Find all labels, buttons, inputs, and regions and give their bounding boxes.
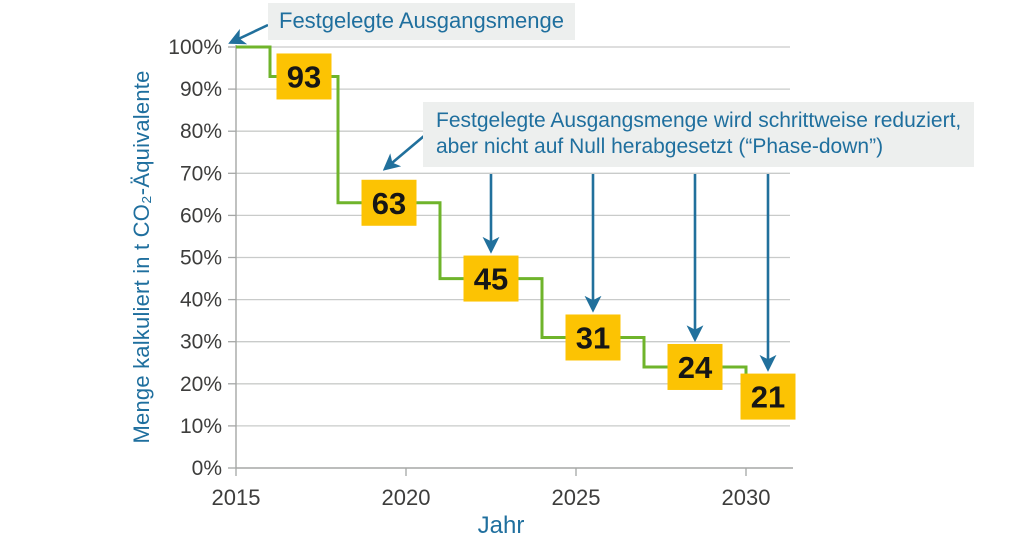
axes: 2015 2020 2025 2030 [212,45,793,510]
value-box-45 [463,255,519,302]
arrow-to-start [228,23,269,45]
value-label-24: 24 [678,350,713,385]
value-label-31: 31 [576,320,610,355]
y-tick-label-60%: 60% [180,204,222,227]
annotation-phase-down-line2: aber nicht auf Null herabgesetzt (“Phase… [436,135,884,158]
y-tick-label-20%: 20% [180,373,222,396]
y-tick-label-40%: 40% [180,289,222,312]
value-box-63 [361,179,417,226]
y-axis-title: Menge kalkuliert in t CO₂-Äquivalente [129,70,154,444]
annotation-initial-quantity: Festgelegte Ausgangsmenge [268,3,575,40]
value-label-21: 21 [751,380,785,415]
y-tick-label-30%: 30% [180,331,222,354]
value-label-45: 45 [474,262,508,297]
y-tick-label-100%: 100% [168,36,222,59]
annotation-phase-down: Festgelegte Ausgangsmenge wird schrittwe… [423,102,975,167]
value-box-31 [565,314,621,361]
y-tick-label-80%: 80% [180,120,222,143]
value-label-63: 63 [372,186,406,221]
value-box-24 [667,343,723,390]
annotation-phase-down-line1: Festgelegte Ausgangsmenge wird schrittwe… [436,109,962,132]
value-box-21 [740,373,796,420]
y-tick-label-0%: 0% [192,457,222,480]
x-axis-title: Jahr [477,512,525,539]
arrow-to-63 [382,135,425,171]
x-tick-label-2030: 2030 [722,485,771,510]
x-tick-label-2015: 2015 [212,485,261,510]
value-label-93: 93 [287,59,321,94]
value-boxes: 93 63 45 31 24 21 [276,53,796,420]
y-tick-label-70%: 70% [180,162,222,185]
x-tick-label-2020: 2020 [382,485,431,510]
annotation-arrows [228,23,777,372]
y-tick-label-90%: 90% [180,78,222,101]
x-tick-label-2025: 2025 [552,485,601,510]
y-tick-label-50%: 50% [180,247,222,270]
y-tick-label-10%: 10% [180,415,222,438]
value-box-93 [276,53,332,100]
